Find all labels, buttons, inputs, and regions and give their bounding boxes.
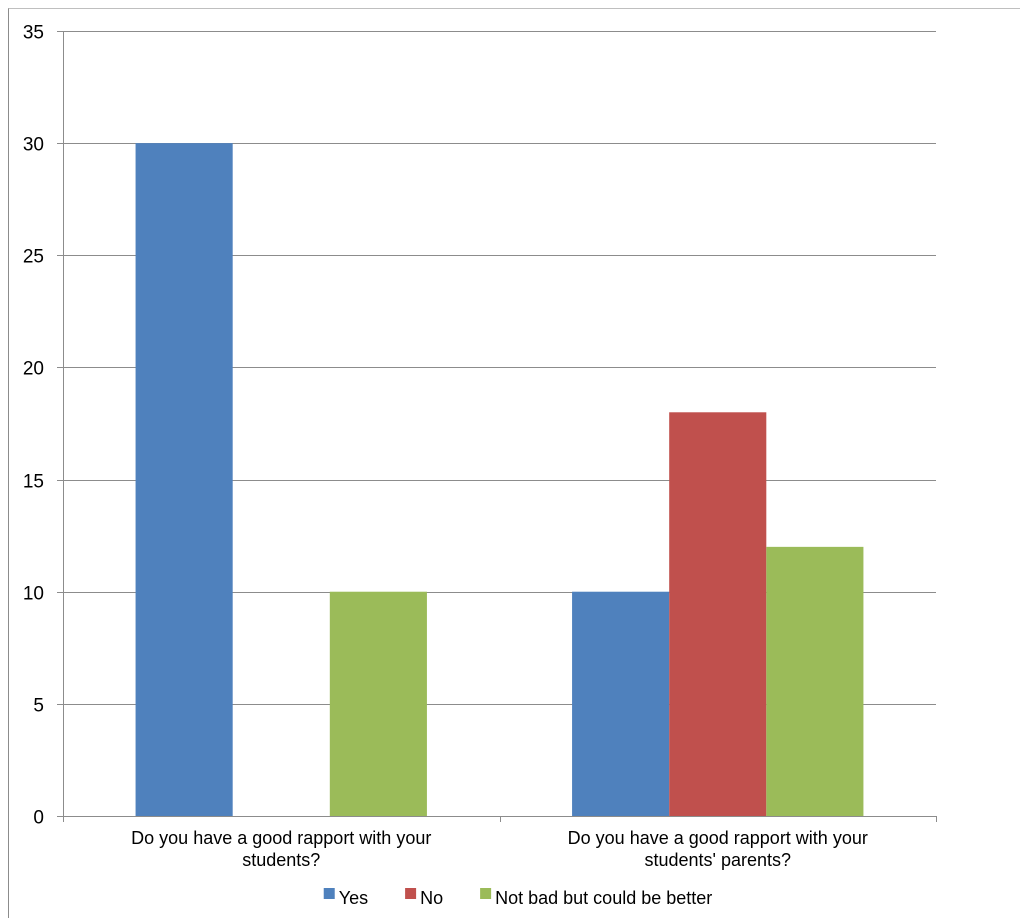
legend-swatch — [405, 888, 417, 899]
legend-item: No — [405, 888, 443, 908]
x-category-label: Do you have a good rapport with your stud… — [568, 828, 868, 870]
bars — [135, 143, 864, 817]
bar-yes-1 — [572, 591, 670, 816]
x-axis: Do you have a good rapport with your stud… — [63, 816, 937, 870]
legend-item: Yes — [323, 888, 368, 908]
y-tick-label: 10 — [23, 584, 44, 605]
y-tick-label: 5 — [33, 696, 44, 717]
legend-item: Not bad but could be better — [480, 888, 712, 908]
y-axis: 0 5 10 15 20 25 30 35 — [23, 23, 64, 829]
bar-yes-0 — [135, 143, 233, 817]
legend-label: Yes — [339, 888, 368, 908]
bar-not-bad-but-could-be-better-0 — [329, 591, 427, 816]
y-tick-label: 0 — [33, 808, 44, 829]
y-tick-label: 25 — [23, 247, 44, 268]
y-tick-label: 15 — [23, 472, 44, 493]
y-tick-label: 30 — [23, 135, 44, 156]
bar-no-1 — [669, 412, 767, 816]
bar-not-bad-but-could-be-better-1 — [766, 546, 864, 816]
legend: Yes No Not bad but could be better — [323, 888, 712, 908]
x-category-label: Do you have a good rapport with your stud… — [131, 828, 431, 870]
chart-frame — [8, 8, 1020, 918]
legend-swatch — [323, 888, 335, 899]
y-tick-label: 35 — [23, 23, 44, 44]
y-tick-label: 20 — [23, 359, 44, 380]
legend-swatch — [480, 888, 492, 899]
legend-label: No — [420, 888, 443, 908]
legend-label: Not bad but could be better — [495, 888, 712, 908]
